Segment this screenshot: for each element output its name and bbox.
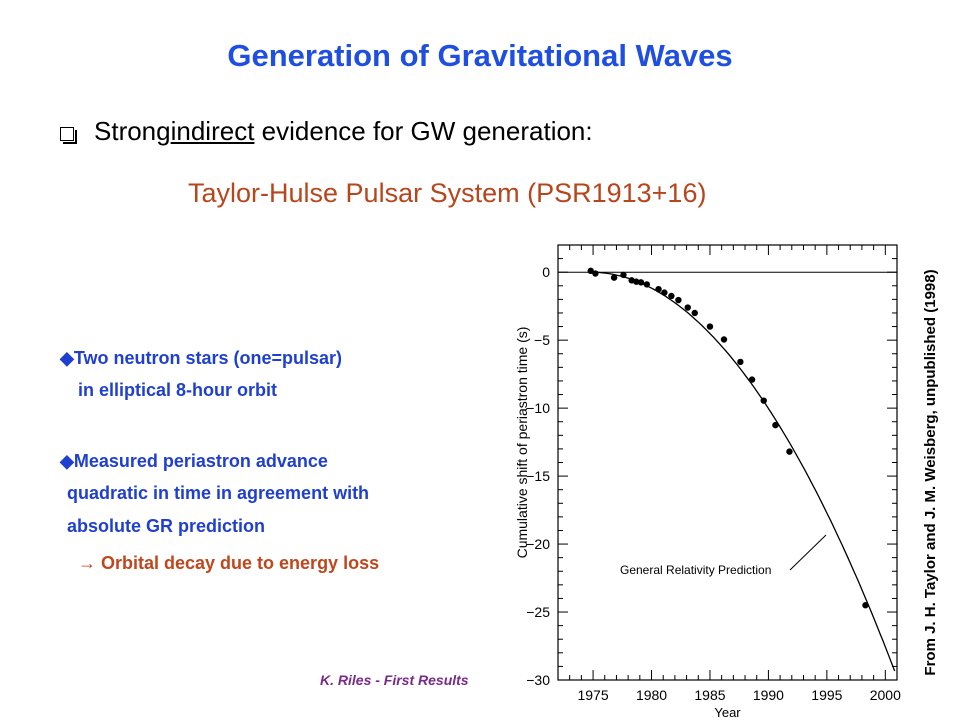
y-axis-label: Cumulative shift of periastron time (s) (514, 327, 530, 559)
data-point (655, 285, 662, 293)
bullet-text-post: evidence for GW generation: (254, 116, 593, 146)
attribution-label: From J. H. Taylor and J. M. Weisberg, un… (922, 269, 939, 675)
point-periastron: ◆Measured periastron advance (60, 451, 328, 471)
x-tick-label: 1995 (811, 687, 842, 703)
x-tick-label: 2000 (870, 687, 901, 703)
data-point (633, 278, 640, 285)
point-gr-prediction: absolute GR prediction (67, 516, 266, 536)
data-point (720, 336, 728, 343)
y-tick-label: 0 (542, 264, 550, 280)
data-point (786, 448, 793, 455)
data-point (610, 274, 618, 281)
y-tick-label: −25 (526, 604, 550, 620)
data-point (620, 271, 627, 279)
data-point (772, 421, 779, 429)
data-point (592, 270, 599, 277)
point-neutron-stars: ◆Two neutron stars (one=pulsar) (60, 348, 343, 368)
y-tick-label: −15 (526, 468, 550, 484)
x-tick-label: 1990 (753, 687, 784, 703)
y-tick-label: −5 (534, 332, 550, 348)
annotation-label: General Relativity Prediction (620, 563, 771, 577)
bullet-text-pre: Strong (94, 116, 171, 146)
data-point (737, 358, 744, 366)
point-orbit: in elliptical 8-hour orbit (78, 380, 278, 400)
x-axis-label: Year (714, 705, 741, 720)
y-tick-label: −20 (526, 536, 550, 552)
point-quadratic: quadratic in time in agreement with (67, 483, 370, 503)
checkbox-bullet-icon (60, 126, 77, 144)
data-point (587, 267, 594, 275)
data-point (684, 304, 691, 311)
plot-frame (557, 244, 898, 681)
data-point (748, 376, 756, 383)
slide-title: Generation of Gravitational Waves (227, 38, 733, 73)
data-point (760, 397, 767, 404)
y-tick-label: −30 (526, 672, 550, 688)
x-tick-label: 1975 (577, 687, 608, 703)
point-orbital-decay: → Orbital decay due to energy loss (78, 553, 380, 573)
data-point (675, 296, 682, 304)
data-point (661, 289, 668, 296)
data-point (668, 292, 675, 300)
data-point (706, 323, 714, 330)
slide-subtitle: Taylor-Hulse Pulsar System (PSR1913+16) (188, 178, 707, 208)
x-tick-label: 1985 (694, 687, 725, 703)
data-point (691, 309, 698, 317)
gr-prediction-curve (590, 271, 896, 672)
main-bullet: Strong indirect evidence for GW generati… (60, 116, 593, 147)
data-point (862, 602, 869, 609)
data-point (643, 281, 651, 288)
annotation-leader (789, 534, 827, 571)
slide-footer: K. Riles - First Results (320, 672, 469, 688)
data-point (637, 279, 645, 286)
y-tick-label: −10 (526, 400, 550, 416)
x-tick-label: 1980 (636, 687, 667, 703)
bullet-text-underlined: indirect (170, 116, 255, 146)
